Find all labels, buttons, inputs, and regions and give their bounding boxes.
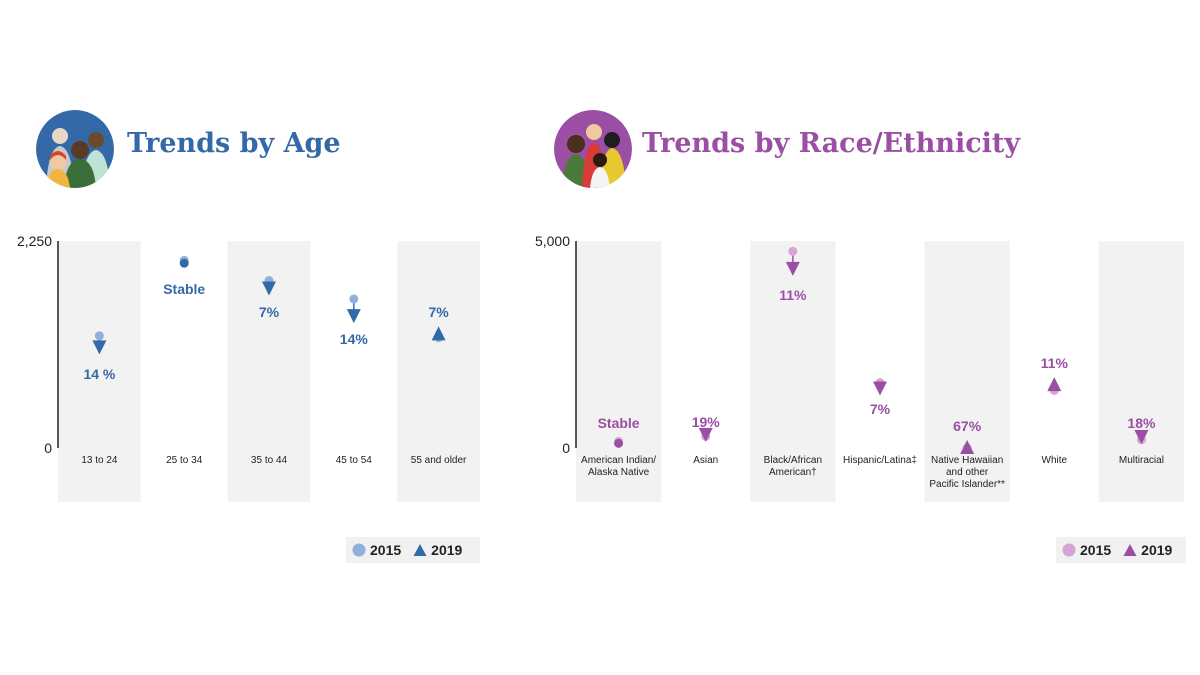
point-2015 [1136,435,1146,445]
point-2019 [346,309,361,324]
x-tick-label: and other [946,467,989,478]
change-annotation: 18% [1127,415,1156,431]
point-2019 [179,258,189,268]
category-band [924,241,1010,502]
change-annotation: 7% [259,304,280,320]
x-tick-label: Asian [693,455,718,466]
change-annotation: 7% [428,304,449,320]
category-band [58,241,141,502]
point-2019 [1134,429,1149,444]
circle-marker-icon [352,543,366,557]
x-tick-label: American† [769,467,817,478]
point-2019 [431,326,446,341]
circle-marker-icon [1062,543,1076,557]
point-2019 [262,281,276,296]
legend-label-2019: 2019 [431,542,463,558]
change-annotation: Stable [163,281,205,297]
legend-item-2015: 2015 [352,542,401,558]
age-panel: Trends by Age 2,250 0 13 to 24 14 % 25 to 34… [17,110,480,563]
change-annotation: 14 % [83,366,115,382]
point-2019 [698,427,713,442]
point-2019 [873,381,887,396]
race-panel-title: Trends by Race/Ethnicity [642,128,1021,159]
triangle-marker-icon [413,544,427,556]
x-tick-label: 13 to 24 [81,455,118,466]
y-tick-label: 0 [44,440,52,456]
point-2019 [785,261,800,276]
age-chart: 2,250 0 13 to 24 14 % 25 to 34 Stable 35 to 44… [17,233,480,502]
point-2019 [1047,377,1062,392]
people-group-icon [36,110,114,188]
x-tick-label: White [1042,455,1068,466]
change-annotation: 7% [870,401,891,417]
age-legend: 2015 2019 [346,537,480,563]
legend-item-2019: 2019 [413,542,462,558]
x-tick-label: Multiracial [1119,455,1164,466]
x-tick-label: Hispanic/Latina‡ [843,455,917,466]
change-annotation: 14% [340,331,369,347]
change-annotation: Stable [598,415,640,431]
point-2015 [614,436,624,446]
x-tick-label: Native Hawaiian [931,455,1003,466]
race-legend: 2015 2019 [1056,537,1186,563]
point-2015 [349,294,359,304]
legend-item-2019: 2019 [1123,542,1172,558]
point-2019 [92,340,107,355]
change-annotation: 67% [953,418,982,434]
x-tick-label: Pacific Islander** [929,479,1005,490]
point-2019 [614,438,624,448]
category-band [1098,241,1184,502]
triangle-marker-icon [1123,544,1137,556]
point-2015 [701,431,711,441]
x-tick-label: Black/African [764,455,822,466]
age-panel-title: Trends by Age [127,128,341,159]
change-annotation: 11% [779,287,807,303]
x-tick-label: 35 to 44 [251,455,288,466]
y-tick-label: 2,250 [17,233,52,249]
point-2015 [875,378,885,388]
point-2015 [1049,385,1059,395]
point-2015 [94,331,104,341]
legend-item-2015: 2015 [1062,542,1111,558]
legend-label-2019: 2019 [1141,542,1173,558]
category-band [750,241,836,502]
point-2015 [788,246,798,256]
x-tick-label: 45 to 54 [336,455,373,466]
category-band [397,241,480,502]
change-annotation: 11% [1041,355,1069,371]
legend-label-2015: 2015 [370,542,402,558]
change-annotation: 19% [692,414,721,430]
point-2015 [962,443,972,453]
point-2019 [960,440,975,455]
x-tick-label: 25 to 34 [166,455,203,466]
legend-label-2015: 2015 [1080,542,1112,558]
x-tick-label: 55 and older [411,455,467,466]
